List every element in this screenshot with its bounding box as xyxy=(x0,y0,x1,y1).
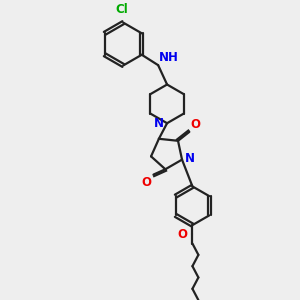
Text: O: O xyxy=(190,118,200,131)
Text: O: O xyxy=(178,228,188,241)
Text: N: N xyxy=(154,117,164,130)
Text: Cl: Cl xyxy=(116,3,128,16)
Text: O: O xyxy=(142,176,152,189)
Text: N: N xyxy=(185,152,195,165)
Text: NH: NH xyxy=(159,51,179,64)
